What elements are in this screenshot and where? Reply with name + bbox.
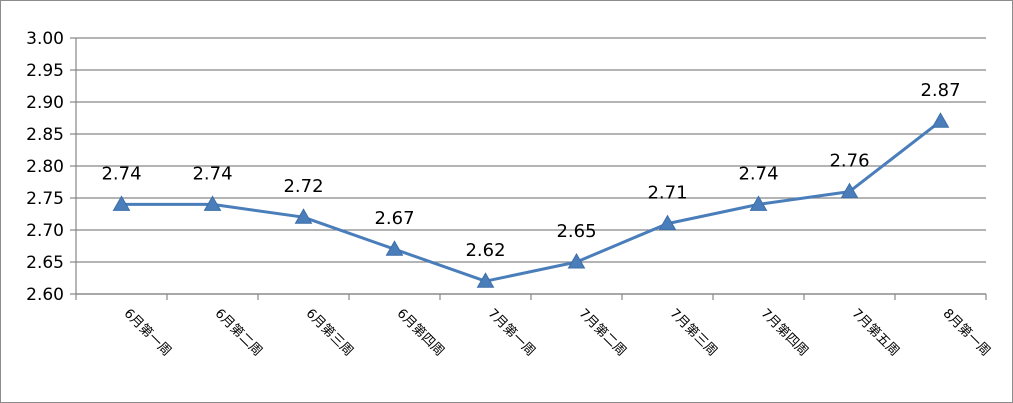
x-tick-label: 7月第五周: [849, 306, 902, 359]
x-tick-label: 6月第一周: [121, 306, 174, 359]
data-markers: [112, 112, 950, 288]
data-label: 2.74: [101, 163, 141, 184]
series-polyline: [121, 120, 942, 283]
data-labels: 2.74 2.74 2.72 2.67 2.62 2.65 2.71 2.74 2.76 2.87: [101, 80, 960, 261]
data-label: 2.74: [192, 163, 232, 184]
data-point-marker: [658, 214, 677, 231]
data-label: 2.72: [283, 176, 323, 197]
data-point-marker: [749, 195, 768, 211]
series-line: [121, 120, 942, 283]
y-tick-label: 2.85: [26, 125, 64, 145]
data-point-marker: [385, 240, 404, 256]
data-label: 2.87: [920, 80, 960, 101]
axes: [70, 37, 987, 300]
data-label: 2.71: [647, 183, 687, 204]
data-point-marker: [476, 272, 495, 288]
x-tick-label: 8月第一周: [940, 306, 993, 359]
y-tick-labels: 2.60 2.65 2.70 2.75 2.80 2.85 2.90 2.95 3.00: [26, 29, 64, 305]
x-tick-label: 6月第二周: [212, 306, 265, 359]
x-tick-label: 7月第三周: [667, 306, 720, 359]
y-tick-label: 3.00: [26, 29, 64, 49]
data-point-marker: [294, 208, 313, 224]
data-label: 2.74: [738, 163, 778, 184]
x-tick-label: 6月第四周: [394, 306, 447, 359]
x-tick-labels: 6月第一周 6月第二周 6月第三周 6月第四周 7月第一周 7月第二周 7月第三周 7月第四周…: [121, 306, 993, 359]
data-point-marker: [840, 182, 859, 199]
y-tick-label: 2.95: [26, 61, 64, 81]
x-tick-label: 7月第四周: [758, 306, 811, 359]
data-point-marker: [112, 195, 131, 211]
y-tick-label: 2.80: [26, 157, 64, 177]
x-tick-label: 7月第二周: [576, 306, 629, 359]
data-point-marker: [931, 112, 950, 128]
data-label: 2.76: [829, 151, 869, 172]
y-tick-label: 2.60: [26, 285, 64, 305]
x-tick-label: 7月第一周: [485, 306, 538, 359]
y-tick-label: 2.75: [26, 189, 64, 209]
data-label: 2.67: [374, 208, 414, 229]
y-tick-label: 2.70: [26, 221, 64, 241]
y-tick-label: 2.65: [26, 253, 64, 273]
data-label: 2.62: [465, 240, 505, 261]
data-label: 2.65: [556, 221, 596, 242]
data-point-marker: [203, 195, 222, 211]
data-point-marker: [567, 252, 586, 269]
x-tick-label: 6月第三周: [303, 306, 356, 359]
y-tick-label: 2.90: [26, 93, 64, 113]
